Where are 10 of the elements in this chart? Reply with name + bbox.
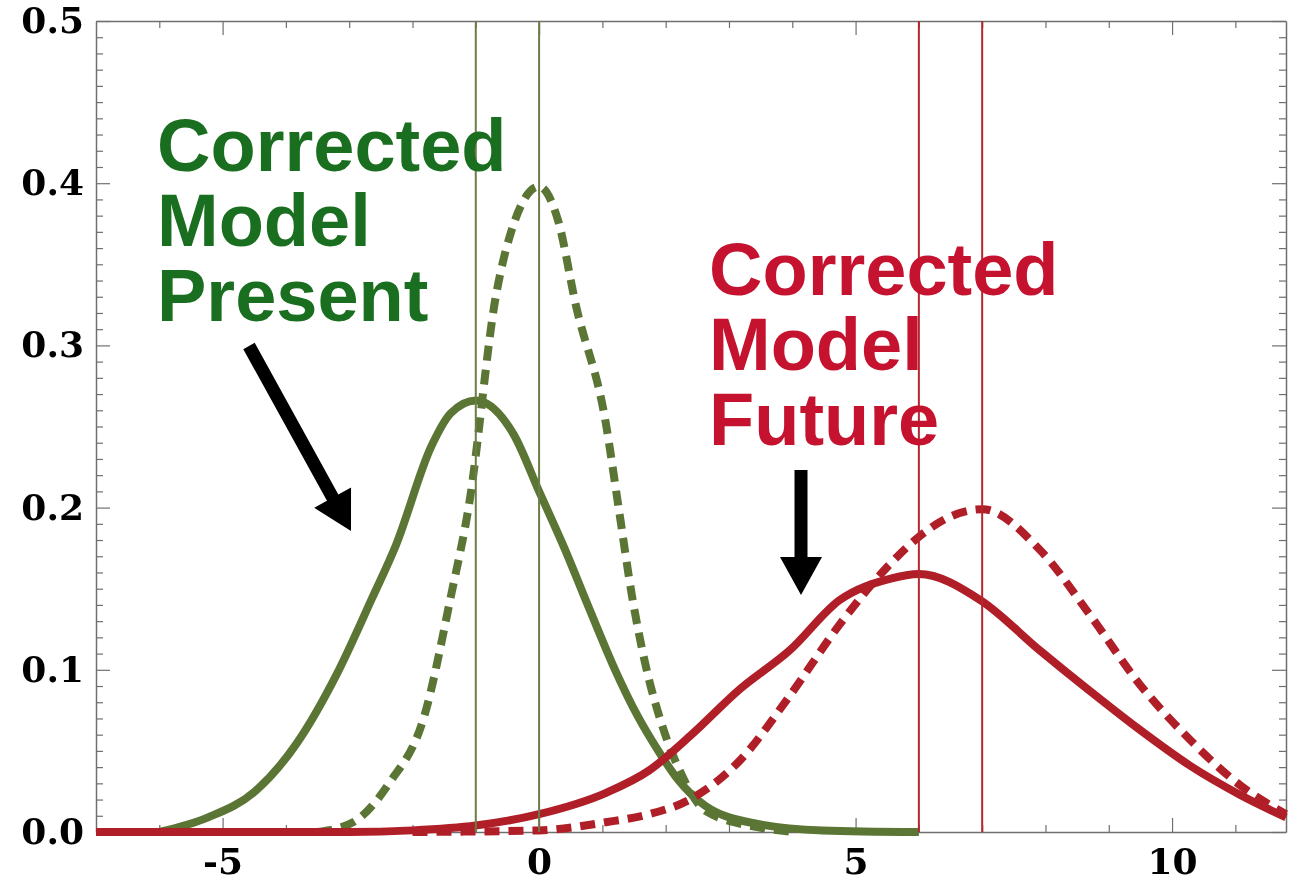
- y-tick-label: 0.2: [21, 485, 84, 528]
- x-tick-label: 5: [843, 839, 869, 882]
- y-tick-label: 0.5: [21, 0, 84, 42]
- y-tick-label: 0.0: [21, 810, 84, 853]
- x-tick-label: 10: [1147, 839, 1198, 882]
- x-tick-label: 0: [527, 839, 553, 882]
- y-tick-label: 0.4: [21, 161, 84, 204]
- y-tick-label: 0.3: [21, 323, 84, 366]
- y-tick-label: 0.1: [21, 647, 84, 690]
- x-tick-label: -5: [203, 839, 244, 882]
